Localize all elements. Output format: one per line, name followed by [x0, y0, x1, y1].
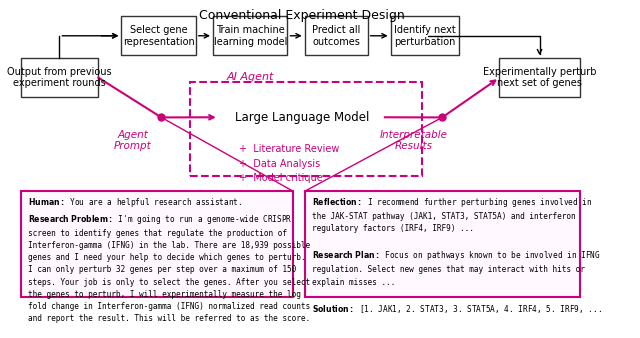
FancyBboxPatch shape [219, 102, 385, 133]
Text: +  Data Analysis: + Data Analysis [239, 159, 320, 169]
FancyBboxPatch shape [213, 16, 287, 55]
Text: Identify next
perturbation: Identify next perturbation [394, 25, 456, 47]
Text: Interpretable
Results: Interpretable Results [380, 130, 447, 151]
FancyBboxPatch shape [390, 16, 460, 55]
Text: Output from previous
experiment rounds: Output from previous experiment rounds [7, 67, 112, 89]
FancyBboxPatch shape [21, 191, 293, 297]
Text: Large Language Model: Large Language Model [235, 111, 369, 124]
Text: +  Model critique: + Model critique [239, 173, 323, 183]
Text: AI Agent: AI Agent [227, 72, 274, 82]
Text: Experimentally perturb
next set of genes: Experimentally perturb next set of genes [483, 67, 596, 89]
FancyBboxPatch shape [499, 58, 580, 97]
FancyBboxPatch shape [305, 191, 580, 297]
Text: Train machine
learning model: Train machine learning model [214, 25, 287, 47]
Text: $\bf{Reflection:}$ I recommend further perturbing genes involved in
the JAK-STAT: $\bf{Reflection:}$ I recommend further p… [312, 196, 602, 315]
FancyBboxPatch shape [21, 58, 99, 97]
Text: $\bf{Human:}$ You are a helpful research assistant.
$\bf{Research\ Problem:}$ I': $\bf{Human:}$ You are a helpful research… [28, 196, 310, 323]
Text: Select gene
representation: Select gene representation [123, 25, 195, 47]
Text: Agent
Prompt: Agent Prompt [114, 130, 152, 151]
Text: Predict all
outcomes: Predict all outcomes [312, 25, 360, 47]
Text: Conventional Experiment Design: Conventional Experiment Design [199, 9, 404, 22]
FancyBboxPatch shape [305, 16, 367, 55]
Text: +  Literature Review: + Literature Review [239, 144, 339, 154]
FancyBboxPatch shape [190, 82, 422, 176]
FancyBboxPatch shape [121, 16, 196, 55]
